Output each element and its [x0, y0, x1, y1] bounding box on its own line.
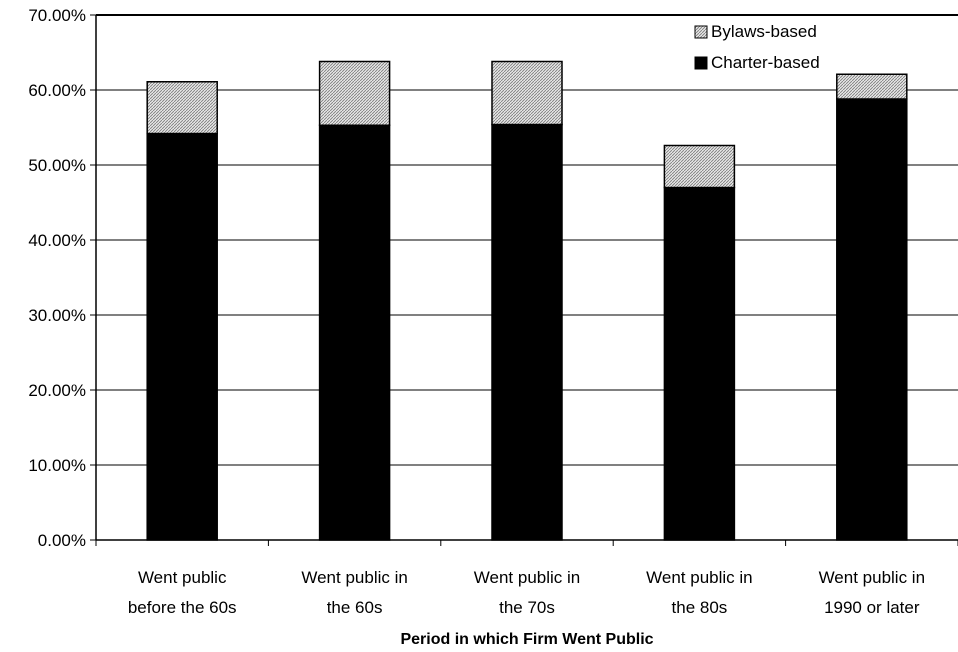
y-tick-labels: 0.00% 10.00% 20.00% 30.00% 40.00% 50.00% 60.00…	[28, 6, 86, 550]
x-category-label: Went public in	[474, 568, 580, 587]
y-tick-label: 40.00%	[28, 231, 86, 250]
bars	[146, 60, 908, 541]
bar-charter-based	[318, 124, 391, 541]
bar-charter-based	[836, 98, 908, 541]
bar-bylaws-based	[146, 81, 218, 135]
x-category-label: Went public	[138, 568, 227, 587]
x-category-label: Went public in	[646, 568, 752, 587]
legend-label-charter: Charter-based	[711, 53, 820, 72]
x-category-label: Went public in	[819, 568, 925, 587]
x-category-label: Went public in	[301, 568, 407, 587]
x-category-label: the 70s	[499, 598, 555, 617]
axes	[90, 14, 958, 546]
legend-swatch-charter	[694, 56, 708, 70]
bar-bylaws-based	[318, 60, 391, 126]
y-tick-label: 20.00%	[28, 381, 86, 400]
y-tick-label: 60.00%	[28, 81, 86, 100]
x-category-labels: Went public before the 60s Went public in t…	[128, 568, 925, 617]
bar-bylaws-based	[836, 73, 908, 100]
x-axis-title: Period in which Firm Went Public	[400, 631, 653, 648]
legend-swatch-bylaws	[694, 25, 708, 39]
x-category-label: 1990 or later	[824, 598, 920, 617]
y-tick-label: 70.00%	[28, 6, 86, 25]
y-tick-label: 50.00%	[28, 156, 86, 175]
bar-charter-based	[663, 186, 736, 541]
x-category-label: the 60s	[327, 598, 383, 617]
x-category-label: the 80s	[672, 598, 728, 617]
bar-bylaws-based	[663, 144, 736, 189]
bar-charter-based	[146, 132, 218, 541]
bar-bylaws-based	[491, 60, 563, 126]
x-category-label: before the 60s	[128, 598, 237, 617]
legend-label-bylaws: Bylaws-based	[711, 22, 817, 41]
y-tick-label: 0.00%	[38, 531, 86, 550]
y-tick-label: 10.00%	[28, 456, 86, 475]
legend: Bylaws-based Charter-based	[694, 22, 820, 72]
y-tick-label: 30.00%	[28, 306, 86, 325]
bar-charter-based	[491, 123, 563, 541]
